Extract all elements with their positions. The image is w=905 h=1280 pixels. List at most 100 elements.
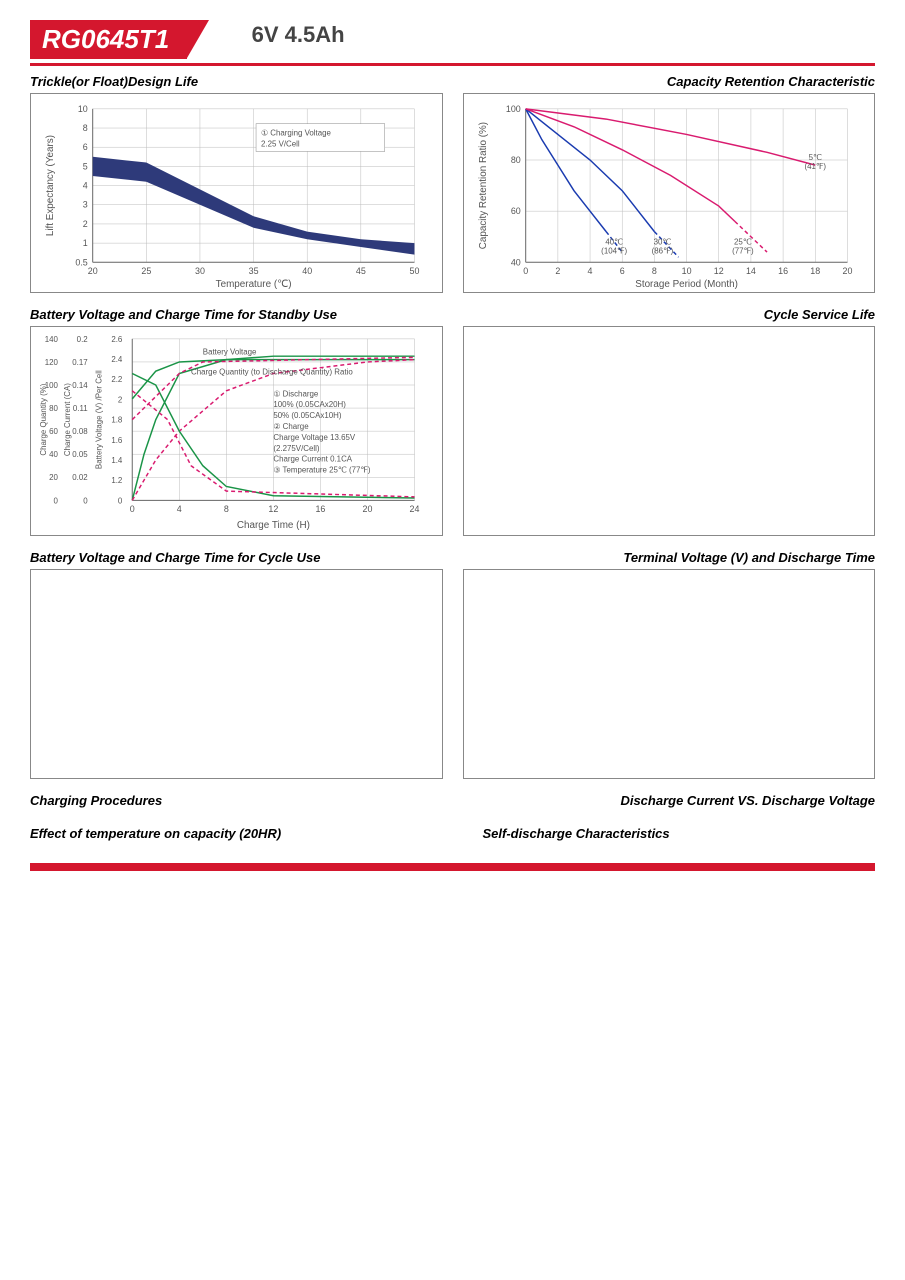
svg-text:(41℉): (41℉): [804, 162, 826, 171]
svg-text:③ Temperature 25℃ (77℉): ③ Temperature 25℃ (77℉): [273, 466, 371, 475]
svg-text:2.25 V/Cell: 2.25 V/Cell: [261, 139, 300, 148]
svg-text:1.4: 1.4: [111, 456, 123, 465]
table4-title: Self-discharge Characteristics: [483, 826, 876, 841]
svg-text:24: 24: [410, 504, 420, 514]
spec-text: 6V 4.5Ah: [252, 20, 345, 48]
svg-text:Charge Quantity (%): Charge Quantity (%): [39, 383, 48, 455]
svg-text:0.02: 0.02: [72, 473, 87, 482]
svg-text:Charge Current 0.1CA: Charge Current 0.1CA: [273, 455, 352, 464]
svg-text:2.2: 2.2: [111, 375, 122, 384]
svg-text:20: 20: [363, 504, 373, 514]
chart3-title: Battery Voltage and Charge Time for Stan…: [30, 307, 443, 322]
svg-text:(77℉): (77℉): [732, 246, 754, 255]
svg-text:16: 16: [315, 504, 325, 514]
svg-text:0.08: 0.08: [72, 427, 88, 436]
svg-text:40: 40: [510, 257, 520, 267]
svg-text:8: 8: [83, 123, 88, 133]
svg-text:Temperature (℃): Temperature (℃): [216, 279, 292, 290]
svg-text:0.17: 0.17: [72, 358, 87, 367]
svg-text:5: 5: [83, 161, 88, 171]
svg-text:20: 20: [842, 266, 852, 276]
chart2-title: Capacity Retention Characteristic: [463, 74, 876, 89]
svg-text:0.5: 0.5: [75, 257, 87, 267]
svg-text:10: 10: [681, 266, 691, 276]
svg-text:② Charge: ② Charge: [273, 422, 309, 431]
chart1: 202530354045500.5123456810① Charging Vol…: [30, 93, 443, 293]
svg-text:6: 6: [619, 266, 624, 276]
svg-text:0: 0: [130, 504, 135, 514]
svg-text:120: 120: [45, 358, 59, 367]
svg-text:50: 50: [409, 266, 419, 276]
svg-text:Lift Expectancy (Years): Lift Expectancy (Years): [45, 135, 56, 236]
svg-text:20: 20: [49, 473, 58, 482]
svg-text:0: 0: [83, 496, 88, 505]
svg-text:0: 0: [118, 496, 123, 505]
svg-text:60: 60: [49, 427, 58, 436]
svg-text:Charge Quantity (to Discharge: Charge Quantity (to Discharge Quantity) …: [191, 368, 353, 377]
svg-text:0: 0: [54, 496, 59, 505]
svg-text:0.05: 0.05: [72, 450, 88, 459]
svg-text:25℃: 25℃: [734, 237, 752, 246]
svg-text:50% (0.05CAx10H): 50% (0.05CAx10H): [273, 411, 341, 420]
chart2: 0246810121416182040608010040℃(104℉)30℃(8…: [463, 93, 876, 293]
chart5-title: Battery Voltage and Charge Time for Cycl…: [30, 550, 443, 565]
datasheet-page: RG0645T1 6V 4.5Ah Trickle(or Float)Desig…: [0, 0, 905, 891]
svg-text:Battery Voltage (V) /Per Cell: Battery Voltage (V) /Per Cell: [95, 370, 104, 469]
svg-text:1.8: 1.8: [111, 416, 123, 425]
svg-text:2: 2: [118, 395, 122, 404]
svg-text:40: 40: [49, 450, 58, 459]
chart3: 0481216202402040608010012014000.020.050.…: [30, 326, 443, 536]
svg-text:25: 25: [141, 266, 151, 276]
svg-text:2: 2: [83, 219, 88, 229]
chart6-title: Terminal Voltage (V) and Discharge Time: [463, 550, 876, 565]
svg-text:16: 16: [778, 266, 788, 276]
svg-text:① Charging Voltage: ① Charging Voltage: [261, 129, 332, 138]
svg-text:1.6: 1.6: [111, 436, 123, 445]
svg-text:45: 45: [356, 266, 366, 276]
svg-text:4: 4: [587, 266, 592, 276]
svg-text:12: 12: [268, 504, 278, 514]
svg-text:Storage Period (Month): Storage Period (Month): [635, 279, 738, 290]
chart4: [463, 326, 876, 536]
svg-text:4: 4: [177, 504, 182, 514]
svg-text:18: 18: [810, 266, 820, 276]
svg-text:① Discharge: ① Discharge: [273, 389, 318, 398]
svg-text:0.14: 0.14: [72, 381, 88, 390]
chart6: [463, 569, 876, 779]
chart1-title: Trickle(or Float)Design Life: [30, 74, 443, 89]
svg-text:35: 35: [249, 266, 259, 276]
svg-text:14: 14: [745, 266, 755, 276]
header-underline: [30, 63, 875, 66]
svg-text:100% (0.05CAx20H): 100% (0.05CAx20H): [273, 400, 346, 409]
svg-text:4: 4: [83, 181, 88, 191]
svg-text:(86℉): (86℉): [651, 246, 673, 255]
header: RG0645T1 6V 4.5Ah: [30, 20, 875, 60]
table2-title: Discharge Current VS. Discharge Voltage: [463, 793, 876, 808]
svg-text:30℃: 30℃: [653, 237, 671, 246]
svg-text:2: 2: [555, 266, 560, 276]
table3-title: Effect of temperature on capacity (20HR): [30, 826, 443, 841]
svg-text:Capacity Retention Ratio (%): Capacity Retention Ratio (%): [478, 122, 489, 249]
svg-text:6: 6: [83, 142, 88, 152]
svg-text:20: 20: [88, 266, 98, 276]
svg-text:(2.275V/Cell): (2.275V/Cell): [273, 444, 320, 453]
svg-text:0: 0: [523, 266, 528, 276]
chart4-title: Cycle Service Life: [463, 307, 876, 322]
svg-text:Charge Voltage 13.65V: Charge Voltage 13.65V: [273, 433, 355, 442]
chart5: [30, 569, 443, 779]
svg-text:40: 40: [302, 266, 312, 276]
svg-text:8: 8: [224, 504, 229, 514]
svg-text:Charge Time (H): Charge Time (H): [237, 520, 310, 531]
svg-text:1: 1: [83, 238, 88, 248]
svg-text:100: 100: [505, 104, 520, 114]
table1-title: Charging Procedures: [30, 793, 443, 808]
svg-text:140: 140: [45, 335, 59, 344]
svg-text:Battery Voltage: Battery Voltage: [203, 348, 257, 357]
svg-text:2.6: 2.6: [111, 335, 123, 344]
svg-text:(104℉): (104℉): [601, 246, 627, 255]
svg-text:Charge Current (CA): Charge Current (CA): [63, 383, 72, 456]
model-badge: RG0645T1: [30, 20, 187, 59]
svg-text:0.11: 0.11: [73, 404, 88, 413]
svg-text:10: 10: [78, 104, 88, 114]
svg-text:60: 60: [510, 206, 520, 216]
